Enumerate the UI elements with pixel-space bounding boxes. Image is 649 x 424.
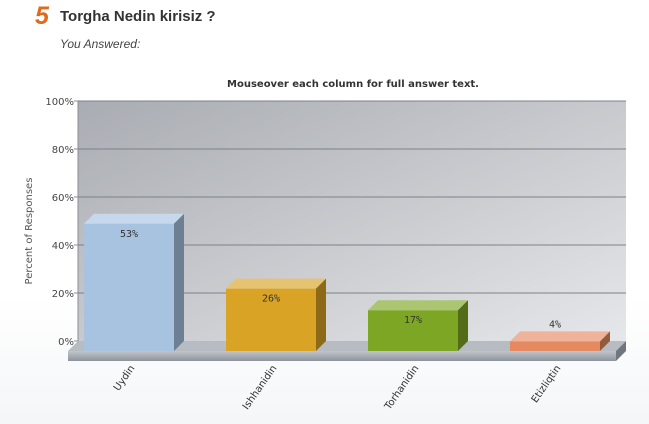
- chart-bars: 53% 26% 17% 4%: [84, 213, 610, 351]
- chart-floor-side: [616, 341, 626, 361]
- bar-front: [368, 310, 458, 351]
- bar-top: [368, 300, 468, 311]
- bar-value-label: 4%: [549, 319, 561, 330]
- y-tick-label: 20%: [52, 289, 74, 300]
- bar-side: [316, 278, 326, 351]
- y-tick-label: 80%: [52, 145, 74, 156]
- y-tick-label: 40%: [52, 241, 74, 252]
- x-category-label: Ishhanidin: [241, 363, 280, 412]
- bar-side: [600, 331, 610, 351]
- x-category-label: Etizliqtin: [530, 363, 564, 405]
- chart-floor-front: [68, 351, 616, 361]
- y-tick-label: 100%: [45, 97, 74, 108]
- y-axis-ticks: 0% 20% 40% 60% 80% 100%: [45, 97, 78, 348]
- bar-front: [84, 223, 174, 351]
- bar-side: [174, 213, 184, 351]
- question-text: Torgha Nedin kirisiz ?: [60, 8, 216, 25]
- bar-front: [226, 288, 316, 351]
- bar-top: [84, 213, 184, 224]
- y-axis-title: Percent of Responses: [24, 178, 35, 285]
- bar: 17%: [368, 300, 468, 351]
- bar-side: [458, 300, 468, 351]
- question-number: 5: [35, 2, 49, 30]
- bar: 26%: [226, 278, 326, 351]
- bar-value-label: 26%: [262, 294, 280, 305]
- bar: 53%: [84, 213, 184, 351]
- x-category-label: Torhanidin: [382, 363, 421, 412]
- x-category-label: Uydin: [112, 363, 137, 393]
- bar-top: [226, 278, 326, 289]
- bar-top: [510, 331, 610, 342]
- bar-front: [510, 341, 600, 351]
- bar-value-label: 17%: [404, 315, 422, 326]
- chart-hint: Mouseover each column for full answer te…: [227, 79, 479, 90]
- x-axis-labels: Uydin Ishhanidin Torhanidin Etizliqtin: [112, 363, 563, 412]
- y-tick-label: 0%: [58, 337, 74, 348]
- y-tick-label: 60%: [52, 193, 74, 204]
- chart-floor-top: [68, 341, 626, 351]
- you-answered-label: You Answered:: [60, 37, 141, 51]
- bar-value-label: 53%: [120, 229, 138, 240]
- bar: 4%: [510, 319, 610, 351]
